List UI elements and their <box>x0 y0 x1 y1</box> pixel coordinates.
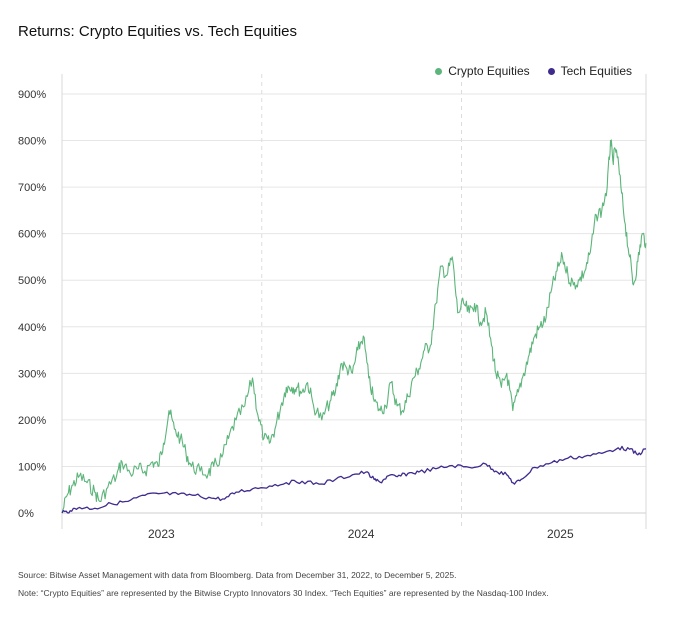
y-tick-label: 500% <box>18 275 46 287</box>
y-tick-label: 200% <box>18 415 46 427</box>
legend-swatch-tech <box>547 67 555 75</box>
legend-label-tech: Tech Equities <box>560 64 632 78</box>
y-tick-label: 700% <box>18 182 46 194</box>
y-tick-label: 300% <box>18 368 46 380</box>
y-tick-label: 900% <box>18 89 46 101</box>
note-footnote: Note: “Crypto Equities” are represented … <box>18 588 549 598</box>
y-tick-label: 800% <box>18 136 46 148</box>
x-tick-label: 2024 <box>348 527 375 541</box>
x-tick-label: 2025 <box>547 527 574 541</box>
legend-item-tech: Tech Equities <box>547 64 632 78</box>
x-tick-label: 2023 <box>148 527 175 541</box>
legend-swatch-crypto <box>435 67 443 75</box>
legend-label-crypto: Crypto Equities <box>448 64 530 78</box>
y-tick-label: 600% <box>18 229 46 241</box>
crypto-equities-line <box>61 139 647 514</box>
source-footnote: Source: Bitwise Asset Management with da… <box>18 570 457 580</box>
chart-title: Returns: Crypto Equities vs. Tech Equiti… <box>18 23 298 40</box>
tech-equities-line <box>61 445 647 514</box>
legend-item-crypto: Crypto Equities <box>435 64 530 78</box>
y-tick-label: 100% <box>18 461 46 473</box>
y-tick-label: 0% <box>18 508 34 520</box>
y-tick-label: 400% <box>18 322 46 334</box>
chart-legend: Crypto Equities Tech Equities <box>435 64 632 78</box>
returns-line-chart: 0% 100% 200% 300% 400% 500% 600% 700% 800% 900% 20… <box>18 74 647 541</box>
